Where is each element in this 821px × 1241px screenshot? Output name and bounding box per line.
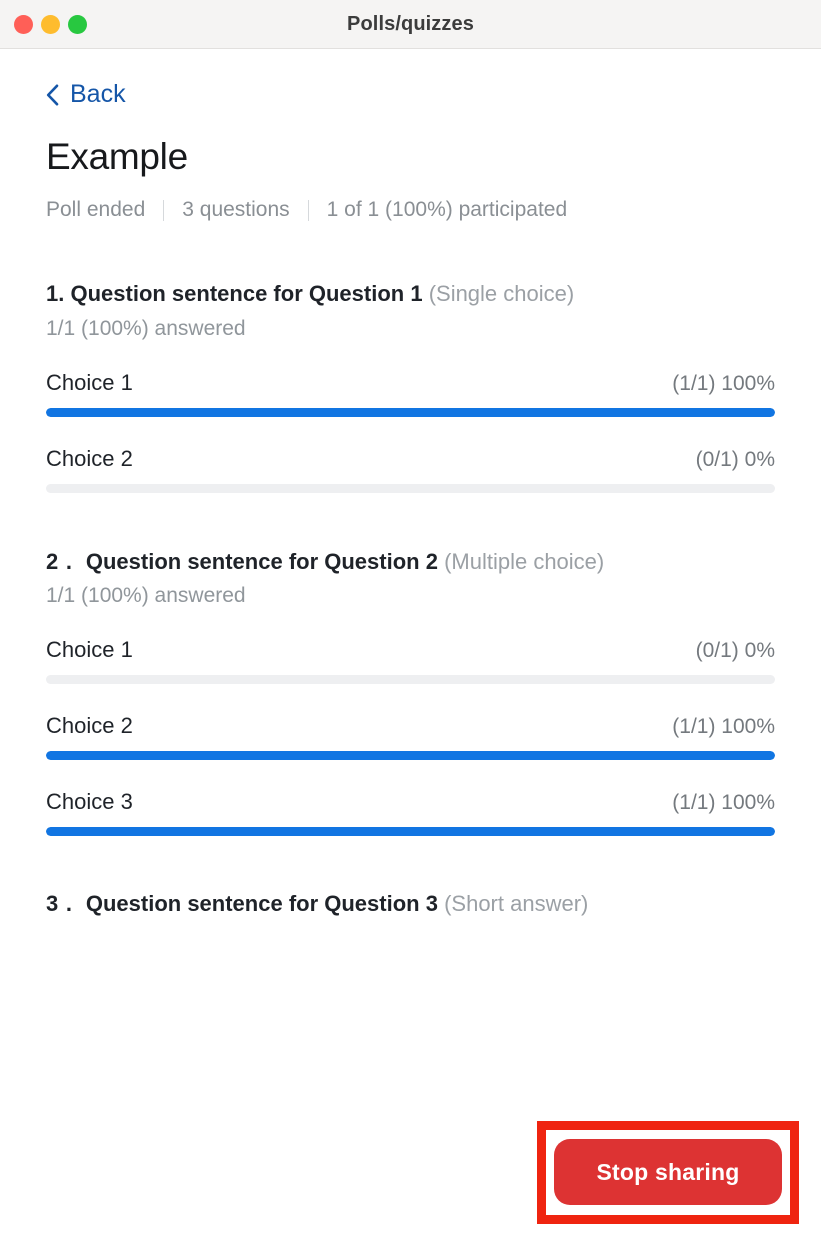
question-answered-count: 1/1 (100%) answered (46, 584, 246, 608)
question-block: 3. Question sentence for Question 3 (Sho… (46, 890, 775, 918)
choice-progress-track (46, 675, 775, 685)
page-title: Example (46, 135, 188, 177)
choice-progress-track (46, 407, 775, 417)
question-text: Question sentence for Question 1 (70, 281, 423, 307)
maximize-window-icon[interactable] (68, 15, 87, 34)
poll-meta: Poll ended 3 questions 1 of 1 (100%) par… (46, 198, 775, 222)
poll-status: Poll ended (46, 198, 146, 222)
choice-stat: (1/1) 100% (672, 371, 775, 395)
choice-label: Choice 1 (46, 637, 133, 663)
choice-label: Choice 2 (46, 713, 133, 739)
choice-row: Choice 1 (0/1) 0% (46, 637, 775, 663)
choice-stat: (0/1) 0% (695, 639, 775, 663)
choice-progress-track (46, 483, 775, 493)
choice-stat: (0/1) 0% (695, 447, 775, 471)
choice-item: Choice 2 (1/1) 100% (46, 713, 775, 761)
question-answered-count: 1/1 (100%) answered (46, 316, 246, 340)
choice-label: Choice 2 (46, 445, 133, 471)
stop-sharing-button[interactable]: Stop sharing (554, 1139, 782, 1205)
question-number: 1. (46, 281, 65, 307)
question-title: 2. Question sentence for Question 2 (Mul… (46, 548, 775, 576)
question-number: 2. (46, 548, 80, 574)
poll-participation: 1 of 1 (100%) participated (326, 198, 568, 222)
meta-separator (307, 199, 309, 221)
question-text: Question sentence for Question 2 (85, 548, 438, 574)
poll-results-panel: Back Example Poll ended 3 questions 1 of… (0, 49, 821, 918)
choice-progress-track (46, 751, 775, 761)
choice-item: Choice 1 (1/1) 100% (46, 370, 775, 417)
choice-progress-fill (46, 407, 775, 417)
choice-stat: (1/1) 100% (672, 791, 775, 815)
question-type: (Single choice) (428, 281, 575, 307)
close-window-icon[interactable] (14, 15, 33, 34)
question-type: (Short answer) (444, 891, 589, 917)
question-text: Question sentence for Question 3 (85, 891, 438, 917)
choice-progress-fill (46, 827, 775, 837)
back-button[interactable]: Back (46, 82, 126, 107)
choice-item: Choice 1 (0/1) 0% (46, 637, 775, 685)
question-block: 2. Question sentence for Question 2 (Mul… (46, 548, 775, 837)
choice-progress-track (46, 827, 775, 837)
choice-row: Choice 1 (1/1) 100% (46, 370, 775, 396)
minimize-window-icon[interactable] (41, 15, 60, 34)
choice-item: Choice 3 (1/1) 100% (46, 789, 775, 837)
choice-label: Choice 1 (46, 369, 133, 395)
chevron-left-icon (46, 84, 59, 105)
choice-item: Choice 2 (0/1) 0% (46, 446, 775, 493)
choice-progress-fill (46, 751, 775, 761)
question-title: 1. Question sentence for Question 1 (Sin… (46, 280, 775, 308)
question-number: 3. (46, 891, 80, 917)
choice-row: Choice 3 (1/1) 100% (46, 789, 775, 815)
choice-row: Choice 2 (1/1) 100% (46, 713, 775, 739)
window-titlebar: Polls/quizzes (0, 0, 821, 49)
choice-label: Choice 3 (46, 789, 133, 815)
question-title: 3. Question sentence for Question 3 (Sho… (46, 890, 775, 918)
choice-row: Choice 2 (0/1) 0% (46, 446, 775, 472)
window-title: Polls/quizzes (347, 12, 474, 35)
back-label: Back (70, 80, 126, 108)
traffic-lights (14, 0, 87, 49)
question-block: 1. Question sentence for Question 1 (Sin… (46, 280, 775, 493)
meta-separator (163, 199, 165, 221)
question-type: (Multiple choice) (444, 548, 605, 574)
choice-stat: (1/1) 100% (672, 715, 775, 739)
poll-question-count: 3 questions (182, 198, 290, 222)
